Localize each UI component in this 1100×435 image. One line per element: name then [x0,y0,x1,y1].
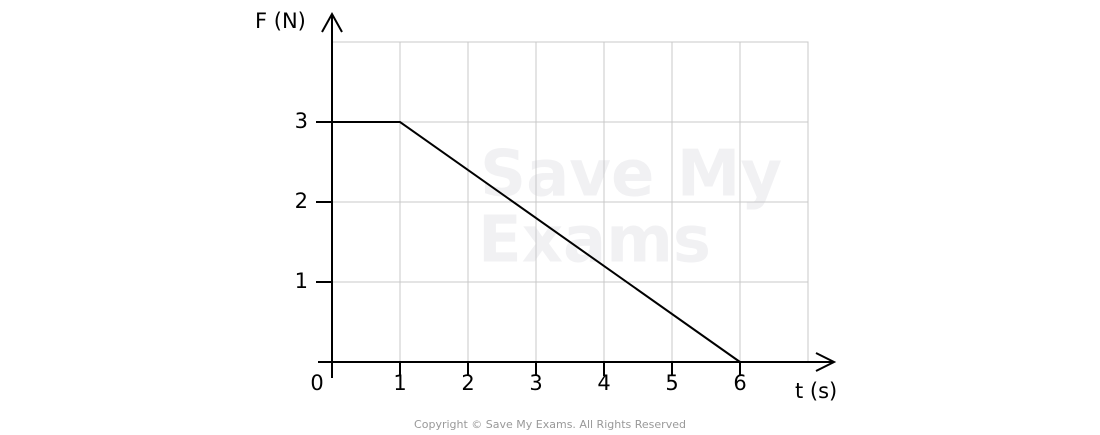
y-axis-label: F (N) [255,9,306,33]
x-axis-label: t (s) [795,379,837,403]
copyright: Copyright © Save My Exams. All Rights Re… [414,418,686,431]
plot-area: 0 1 2 3 4 5 6 1 2 3 [295,11,837,395]
data-line [332,121,741,363]
x-tick-label: 1 [393,371,406,395]
watermark: Save My [480,138,782,212]
x-axis-arrow [815,352,837,372]
y-axis-arrow [321,11,343,33]
x-tick-label: 4 [597,371,610,395]
y-tick-label: 2 [295,189,308,213]
y-tick-label: 1 [295,269,308,293]
x-tick-label: 2 [461,371,474,395]
x-tick-label: 5 [665,371,678,395]
y-tick-label: 3 [295,109,308,133]
x-tick-label: 3 [529,371,542,395]
watermark: Exams [478,204,711,278]
x-tick-label: 6 [733,371,746,395]
x-tick-label: 0 [310,371,323,395]
